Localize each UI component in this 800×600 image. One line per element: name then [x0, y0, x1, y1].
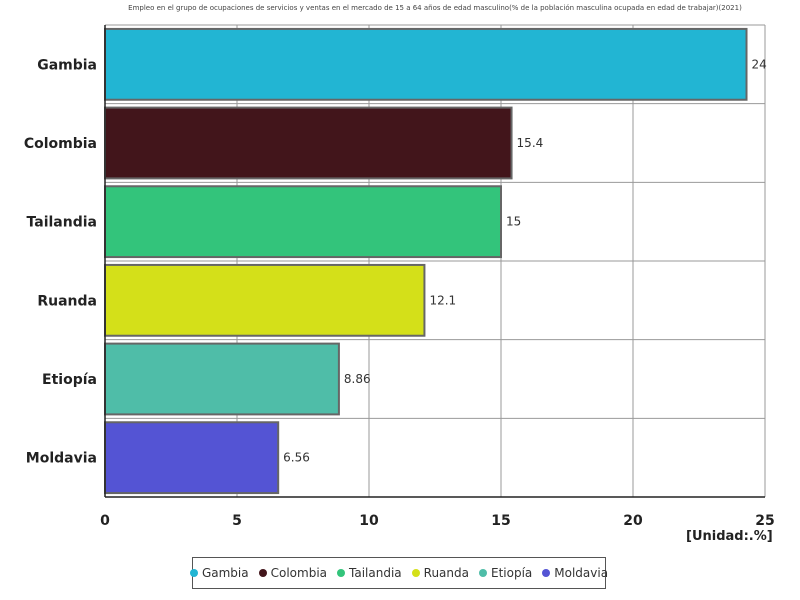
- value-label: 6.56: [283, 451, 310, 465]
- category-label-layer: Gambia Colombia Tailandia Ruanda Etiopía Mold…: [24, 57, 97, 466]
- legend-item[interactable]: Tailandia: [337, 566, 402, 580]
- chart-title: Empleo en el grupo de ocupaciones de ser…: [128, 4, 742, 12]
- legend-item[interactable]: Gambia: [189, 566, 249, 580]
- value-label-layer: 24 15.4 15 12.1 8.86 6.56: [283, 57, 767, 464]
- x-tick-label: 0: [100, 513, 110, 529]
- bar-gambia: [104, 27, 748, 101]
- legend-label: Ruanda: [423, 566, 469, 580]
- legend-label: Colombia: [270, 566, 327, 580]
- legend-dot-icon: [478, 569, 487, 577]
- legend-dot-icon: [411, 569, 420, 577]
- x-tick-label: 5: [232, 513, 242, 529]
- legend-dot-icon: [189, 569, 198, 577]
- legend-item[interactable]: Ruanda: [411, 566, 469, 580]
- x-tick-label: 10: [359, 513, 379, 529]
- x-tick-label: 15: [491, 513, 510, 529]
- value-label: 15: [506, 215, 521, 229]
- unit-label: [Unidad:.%]: [686, 529, 773, 544]
- bar-colombia: [104, 106, 513, 180]
- legend-label: Etiopía: [490, 566, 533, 580]
- legend-dot-icon: [337, 569, 345, 577]
- legend-item[interactable]: Colombia: [258, 566, 327, 580]
- bar-etiopía: [104, 342, 340, 416]
- category-label: Colombia: [24, 136, 97, 152]
- category-label: Moldavia: [26, 451, 97, 467]
- value-label: 12.1: [429, 293, 456, 307]
- category-label: Ruanda: [37, 293, 97, 309]
- x-tick-label: 25: [755, 513, 774, 529]
- legend-dot-icon: [542, 569, 551, 577]
- bar-tailandia: [104, 185, 502, 259]
- legend-label: Gambia: [201, 566, 249, 580]
- value-label: 24: [752, 57, 767, 71]
- grid-layer: [105, 24, 766, 497]
- bar-moldavia: [104, 421, 280, 495]
- legend-dot-icon: [258, 569, 267, 577]
- legend-item[interactable]: Etiopía: [478, 566, 533, 580]
- legend-item[interactable]: Moldavia: [542, 566, 608, 580]
- category-label: Tailandia: [27, 215, 97, 231]
- category-label: Gambia: [37, 57, 97, 73]
- x-tick-layer: 0 5 10 15 20 25: [100, 513, 775, 529]
- legend-label: Tailandia: [349, 566, 402, 580]
- value-label: 15.4: [517, 136, 544, 150]
- category-label: Etiopía: [42, 372, 97, 388]
- value-label: 8.86: [344, 372, 371, 386]
- bar-ruanda: [104, 263, 426, 337]
- legend: Gambia Colombia Tailandia Ruanda Etiopía Mold…: [189, 557, 608, 589]
- legend-label: Moldavia: [554, 566, 609, 580]
- x-tick-label: 20: [623, 513, 643, 529]
